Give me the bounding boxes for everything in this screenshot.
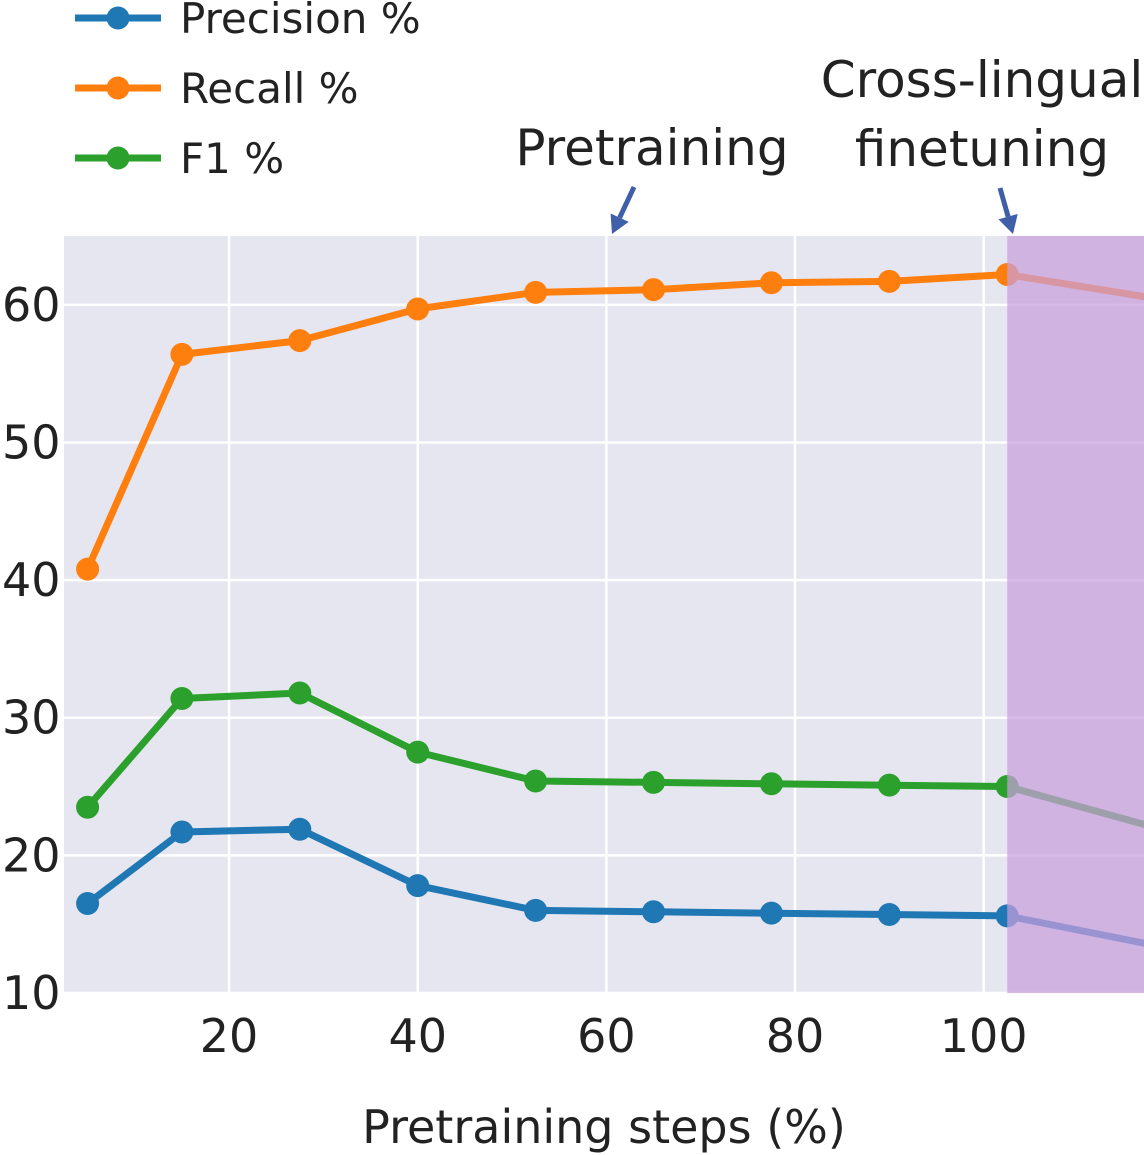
legend-item: Precision % <box>75 0 421 43</box>
data-point <box>642 900 666 924</box>
series-line <box>85 825 1144 947</box>
data-point <box>76 795 100 819</box>
x-tick-label: 20 <box>200 1009 259 1063</box>
annotation-arrow-head <box>998 213 1018 234</box>
legend: Precision % Recall % F1 % <box>75 0 421 183</box>
data-point <box>759 901 783 925</box>
legend-label: F1 % <box>180 134 284 183</box>
x-tick-label: 100 <box>940 1009 1028 1063</box>
finetuning-region <box>1007 236 1144 993</box>
annotation-arrow-head <box>610 213 629 234</box>
series-line <box>84 271 1144 571</box>
data-point <box>406 740 430 764</box>
x-tick-label: 60 <box>577 1009 636 1063</box>
annotations: Pretraining Cross-lingual finetuning <box>515 51 1143 234</box>
annotation-arrow-shaft <box>617 185 637 219</box>
annotation-text: finetuning <box>855 120 1109 178</box>
plot-background <box>64 236 1144 993</box>
gridlines <box>64 236 1144 995</box>
x-axis-title: Pretraining steps (%) <box>362 1100 846 1154</box>
data-point <box>406 874 430 898</box>
x-tick-label: 80 <box>766 1009 825 1063</box>
legend-item: F1 % <box>75 134 284 183</box>
y-tick-label: 40 <box>2 553 61 607</box>
data-point <box>288 817 312 841</box>
y-tick-label: 10 <box>2 966 61 1020</box>
y-tick-label: 30 <box>2 691 61 745</box>
data-point <box>288 681 312 705</box>
legend-item: Recall % <box>75 64 359 113</box>
y-axis-ticks: 10 20 30 40 50 60 <box>2 278 61 1020</box>
y-tick-label: 60 <box>2 278 61 332</box>
data-point <box>170 686 194 710</box>
annotation-text: Pretraining <box>515 119 788 177</box>
x-tick-label: 40 <box>388 1009 447 1063</box>
data-point <box>877 903 901 927</box>
y-tick-label: 20 <box>2 828 61 882</box>
data-point <box>524 280 548 304</box>
legend-label: Precision % <box>180 0 421 43</box>
annotation: Pretraining <box>515 119 789 234</box>
data-point <box>288 329 312 353</box>
data-point <box>524 898 548 922</box>
data-point <box>759 271 783 295</box>
data-point <box>406 297 430 321</box>
legend-marker <box>106 146 130 170</box>
data-point <box>642 770 666 794</box>
annotation-arrow-shaft <box>997 187 1011 218</box>
data-point <box>170 342 194 366</box>
y-tick-label: 50 <box>2 415 61 469</box>
series-precision <box>76 817 1144 947</box>
data-point <box>642 278 666 302</box>
legend-label: Recall % <box>180 64 359 113</box>
data-point <box>877 773 901 797</box>
data-point <box>524 769 548 793</box>
data-point <box>76 892 100 916</box>
legend-marker <box>106 6 130 30</box>
annotation-text: Cross-lingual <box>821 51 1144 109</box>
data-point <box>170 820 194 844</box>
x-axis-ticks: 20 40 60 80 100 <box>200 1009 1028 1063</box>
data-point <box>759 772 783 796</box>
data-point <box>76 557 100 581</box>
data-point <box>877 269 901 293</box>
annotation: Cross-lingual finetuning <box>821 51 1144 234</box>
series-recall <box>76 263 1144 581</box>
series-line <box>84 689 1144 828</box>
legend-marker <box>106 76 130 100</box>
